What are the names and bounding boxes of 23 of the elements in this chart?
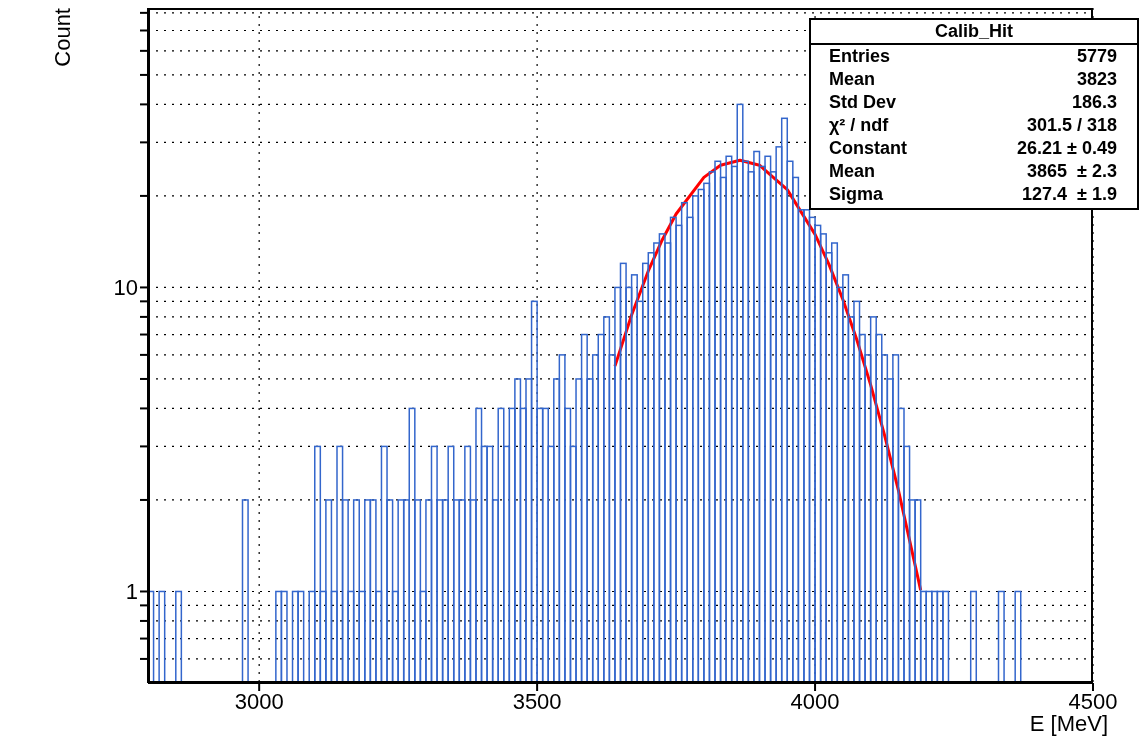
x-axis-title: E [MeV] xyxy=(1029,711,1108,737)
x-tick-label: 4000 xyxy=(790,688,840,714)
annotation: Mean xyxy=(829,160,876,183)
y-axis-title: Count xyxy=(50,8,76,69)
annotation: χ² / ndf xyxy=(829,114,889,137)
text: Calib_Hit xyxy=(811,20,1137,45)
x-tick-label: 3500 xyxy=(512,688,562,714)
annotation: Mean xyxy=(829,68,876,91)
y-tick-label: 10 xyxy=(113,275,138,301)
annotation: 186.3 xyxy=(1071,91,1117,114)
annotation: 26.21 ± 0.49 xyxy=(1017,137,1117,160)
annotation: 127.4 ± 1.9 xyxy=(1022,183,1117,206)
x-tick-label: 3000 xyxy=(234,688,284,714)
annotation: 301.5 / 318 xyxy=(1026,114,1117,137)
annotation: Sigma xyxy=(829,183,884,206)
annotation: 3823 xyxy=(1076,68,1117,91)
x-tick-label: 4500 xyxy=(1068,688,1118,714)
annotation: Constant xyxy=(829,137,907,160)
y-tick-label: 1 xyxy=(125,579,138,605)
annotation: Entries xyxy=(829,45,891,68)
annotation: 5779 xyxy=(1076,45,1117,68)
annotation: Std Dev xyxy=(829,91,897,114)
annotation: 3865 ± 2.3 xyxy=(1027,160,1117,183)
